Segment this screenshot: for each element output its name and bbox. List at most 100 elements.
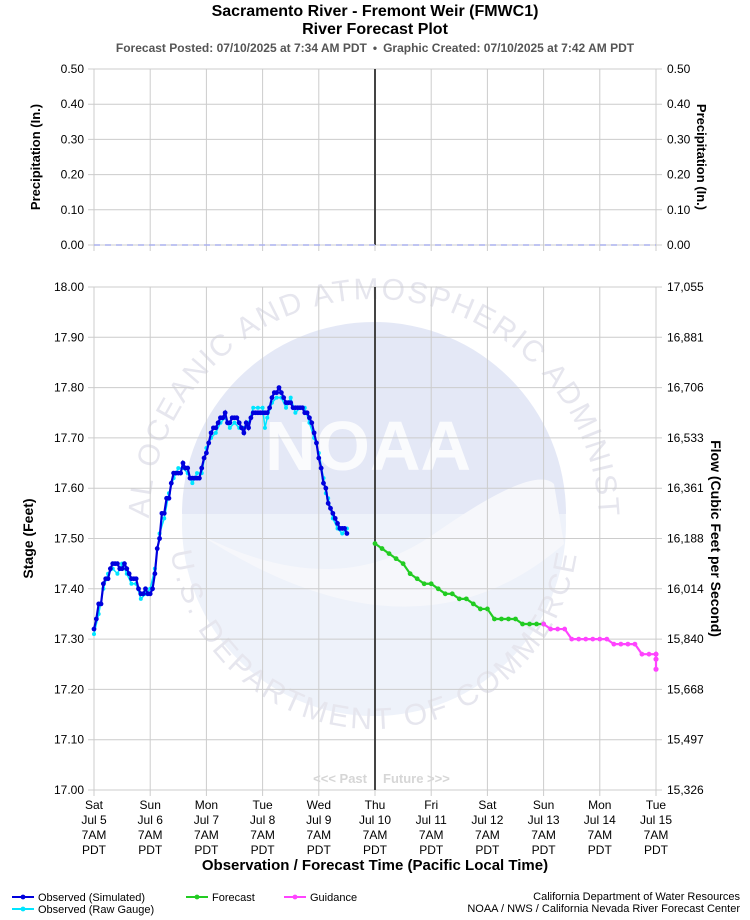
data-point-guidance — [604, 636, 610, 642]
legend-label-guidance: Guidance — [310, 892, 357, 904]
data-point-observed_raw — [262, 425, 267, 430]
data-point-forecast — [506, 616, 511, 622]
data-point-observed_sim — [206, 440, 212, 446]
data-point-forecast — [407, 571, 413, 577]
credit-cnrfc: NOAA / NWS / California Nevada River For… — [467, 903, 740, 915]
stage-ytick-right: 16,881 — [667, 330, 704, 344]
xtick-label: 7AM — [644, 828, 669, 842]
legend-marker-guidance — [292, 894, 298, 900]
data-point-forecast — [372, 541, 378, 546]
stage-panel: 17.00 15,326 17.10 15,497 17.20 15,668 17.30 15… — [20, 280, 724, 874]
data-point-observed_sim — [307, 415, 312, 421]
data-point-observed_sim — [321, 480, 326, 486]
xtick-label: 7AM — [363, 828, 388, 842]
precip-ytick-left: 0.20 — [61, 168, 85, 182]
xtick-label: Thu — [365, 798, 386, 812]
data-point-observed_sim — [314, 440, 319, 446]
xtick-label: Sun — [140, 798, 161, 812]
xtick-label: Sat — [478, 798, 497, 812]
stage-ytick-right: 15,326 — [667, 783, 704, 797]
stage-ytick-right: 16,533 — [667, 431, 704, 445]
legend-label-observed_raw: Observed (Raw Gauge) — [38, 904, 154, 916]
stage-ytick-right: 16,014 — [667, 582, 704, 596]
xtick-label: Jul 10 — [359, 813, 391, 827]
data-point-observed_sim — [342, 526, 347, 531]
data-point-observed_raw — [138, 596, 143, 601]
data-point-observed_raw — [284, 405, 289, 410]
data-point-observed_sim — [143, 586, 148, 592]
data-point-forecast — [442, 591, 448, 597]
precip-ytick-left: 0.30 — [61, 132, 85, 146]
data-point-observed_raw — [195, 471, 200, 476]
xtick-label: Fri — [424, 798, 438, 812]
data-point-observed_sim — [246, 425, 251, 431]
data-point-observed_sim — [126, 571, 132, 577]
data-point-observed_sim — [323, 485, 329, 491]
stage-ytick-left: 17.20 — [54, 682, 84, 696]
xtick-label: Tue — [252, 798, 273, 812]
data-point-observed_sim — [150, 586, 155, 592]
stage-ytick-left: 17.40 — [54, 582, 84, 596]
data-point-observed_sim — [304, 410, 310, 416]
data-point-forecast — [386, 551, 392, 556]
data-point-forecast — [414, 576, 420, 582]
stage-ylabel-left: Stage (Feet) — [20, 498, 36, 578]
data-point-guidance — [590, 636, 596, 642]
data-point-observed_raw — [176, 466, 181, 471]
data-point-observed_sim — [239, 425, 244, 431]
stage-ytick-right: 16,188 — [667, 532, 704, 546]
stage-ytick-left: 17.30 — [54, 632, 84, 646]
legend: Observed (Simulated)Observed (Raw Gauge)… — [12, 892, 357, 916]
xtick-label: Jul 14 — [584, 813, 616, 827]
stage-ytick-right: 17,055 — [667, 280, 704, 294]
data-point-guidance — [632, 641, 638, 647]
precip-ytick-right: 0.10 — [667, 203, 691, 217]
data-point-observed_raw — [213, 430, 218, 435]
x-axis-title: Observation / Forecast Time (Pacific Loc… — [202, 857, 548, 874]
data-point-observed_raw — [162, 516, 167, 521]
data-point-observed_sim — [204, 450, 209, 456]
data-point-forecast — [456, 596, 462, 602]
precip-ytick-right: 0.30 — [667, 132, 691, 146]
data-point-observed_sim — [243, 420, 249, 426]
data-point-observed_raw — [227, 425, 232, 430]
data-point-guidance — [576, 636, 582, 642]
legend-marker-observed_raw — [20, 906, 26, 912]
data-point-observed_sim — [248, 415, 254, 421]
xtick-label: PDT — [644, 843, 669, 857]
stage-ytick-right: 15,497 — [667, 733, 704, 747]
data-point-observed_sim — [267, 405, 273, 411]
stage-ytick-left: 17.50 — [54, 532, 84, 546]
data-point-forecast — [449, 591, 455, 597]
xtick-label: Jul 12 — [471, 813, 503, 827]
data-point-observed_sim — [196, 475, 202, 481]
data-point-observed_sim — [133, 576, 139, 582]
precip-ylabel-right: Precipitation (In.) — [694, 104, 709, 210]
data-point-guidance — [646, 651, 652, 657]
graphic-created: Graphic Created: 07/10/2025 at 7:42 AM P… — [383, 41, 635, 55]
data-point-guidance — [611, 641, 617, 647]
data-point-forecast — [393, 556, 399, 562]
data-point-observed_sim — [107, 566, 113, 572]
data-point-observed_sim — [161, 510, 167, 516]
data-point-observed_sim — [180, 460, 186, 466]
data-point-observed_sim — [93, 616, 99, 622]
data-point-observed_sim — [154, 546, 160, 551]
xtick-label: Jul 9 — [306, 813, 332, 827]
xtick-label: Sun — [533, 798, 554, 812]
stage-ytick-left: 17.60 — [54, 481, 84, 495]
credit-dwr: California Department of Water Resources — [533, 891, 740, 903]
data-point-forecast — [499, 616, 504, 622]
data-point-guidance — [653, 666, 659, 672]
xtick-label: 7AM — [531, 828, 556, 842]
data-point-observed_sim — [157, 536, 162, 541]
xtick-label: 7AM — [194, 828, 219, 842]
data-point-observed_raw — [293, 410, 298, 415]
data-point-guidance — [653, 656, 659, 662]
xtick-label: 7AM — [475, 828, 500, 842]
data-point-observed_sim — [300, 405, 305, 411]
xtick-label: PDT — [138, 843, 163, 857]
stage-ytick-right: 15,840 — [667, 632, 704, 646]
data-point-observed_sim — [122, 561, 127, 567]
data-point-observed_sim — [140, 591, 146, 597]
